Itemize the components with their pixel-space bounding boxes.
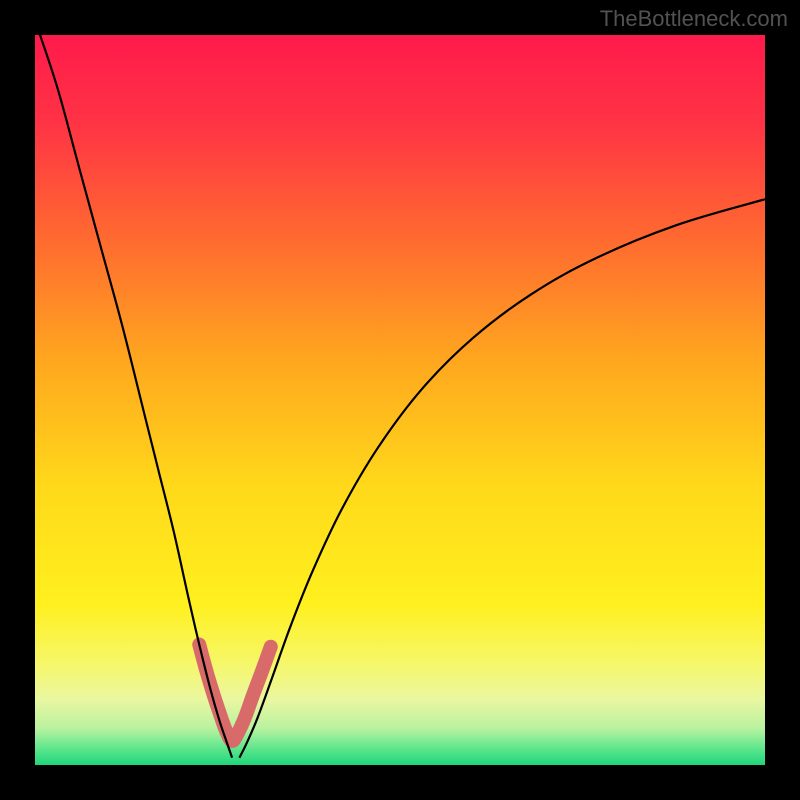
watermark-text: TheBottleneck.com <box>600 6 788 32</box>
chart-stage: TheBottleneck.com <box>0 0 800 800</box>
curve-right-branch <box>239 199 765 757</box>
curve-layer <box>35 35 765 765</box>
plot-area <box>35 35 765 765</box>
trough-marker <box>199 645 271 741</box>
